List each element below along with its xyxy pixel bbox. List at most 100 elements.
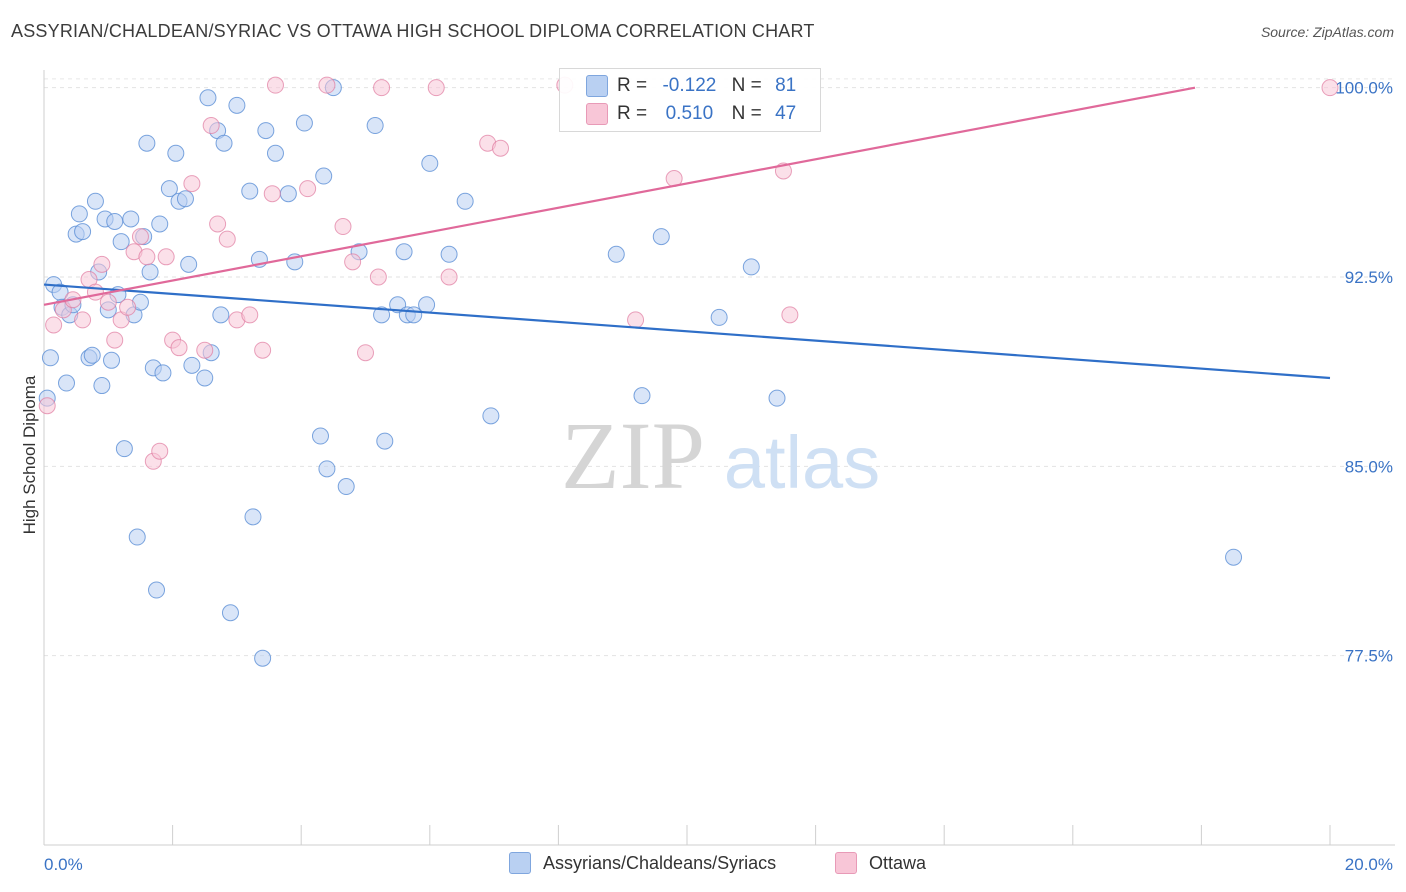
assyrians-point xyxy=(160,180,178,198)
bottom-swatch-blue xyxy=(509,852,531,874)
legend-swatch-blue xyxy=(586,75,608,97)
ottawa-point xyxy=(45,316,63,334)
legend-row-assyrians: R = -0.122 N = 81 xyxy=(560,73,820,99)
bottom-legend-assyrians: Assyrians/Chaldeans/Syriacs xyxy=(509,852,776,874)
assyrians-point xyxy=(405,306,423,324)
legend-r-value: -0.122 xyxy=(662,75,717,96)
watermark-zip: ZIP xyxy=(561,402,705,509)
assyrians-point xyxy=(279,185,297,203)
assyrians-point xyxy=(295,114,313,132)
ottawa-point xyxy=(106,331,124,349)
ottawa-point xyxy=(86,283,104,301)
y-tick-label: 77.5% xyxy=(1345,647,1393,666)
ottawa-point xyxy=(151,442,169,460)
ottawa-trend-line xyxy=(43,86,1196,306)
assyrians-point xyxy=(241,182,259,200)
assyrians-point xyxy=(440,245,458,263)
tick-labels: 77.5% 85.0% 92.5% 100.0% 0.0% 20.0% xyxy=(44,79,1393,874)
assyrians-point xyxy=(768,389,786,407)
x-tick-label: 0.0% xyxy=(44,855,83,874)
assyrians-point xyxy=(337,478,355,496)
assyrians-point xyxy=(366,117,384,135)
bottom-swatch-pink xyxy=(835,852,857,874)
assyrians-point xyxy=(257,122,275,140)
assyrians-point xyxy=(221,604,239,622)
ottawa-point xyxy=(131,228,149,246)
assyrians-point xyxy=(41,349,59,367)
assyrians-point xyxy=(115,440,133,458)
y-axis-label: High School Diploma xyxy=(20,375,39,534)
assyrians-point xyxy=(151,215,169,233)
ottawa-point xyxy=(334,218,352,236)
assyrians-point xyxy=(86,192,104,210)
assyrians-point xyxy=(376,432,394,450)
y-tick-label: 92.5% xyxy=(1345,268,1393,287)
assyrians-point xyxy=(1225,548,1243,566)
assyrians-point xyxy=(244,508,262,526)
ottawa-point xyxy=(202,117,220,135)
assyrians-point xyxy=(122,210,140,228)
ottawa-point xyxy=(183,175,201,193)
ottawa-point xyxy=(196,341,214,359)
assyrians-point xyxy=(418,296,436,314)
assyrians-point xyxy=(228,96,246,114)
assyrians-point xyxy=(315,167,333,185)
ottawa-point xyxy=(781,306,799,324)
assyrians-point xyxy=(710,308,728,326)
assyrians-point xyxy=(112,233,130,251)
assyrians-point xyxy=(103,351,121,369)
ottawa-point xyxy=(157,248,175,266)
assyrians-point xyxy=(154,364,172,382)
assyrians-point xyxy=(318,460,336,478)
assyrians-point xyxy=(373,306,391,324)
legend-text: R = 0.510 N = 47 xyxy=(617,103,796,125)
assyrians-point xyxy=(196,369,214,387)
bottom-legend-label: Ottawa xyxy=(869,852,927,873)
ottawa-point xyxy=(254,341,272,359)
ottawa-point xyxy=(263,185,281,203)
assyrians-point xyxy=(141,263,159,281)
assyrians-point xyxy=(254,649,272,667)
assyrians-point xyxy=(633,387,651,405)
assyrians-point xyxy=(652,228,670,246)
assyrians-point xyxy=(83,346,101,364)
legend-n-label: N = xyxy=(731,103,762,124)
assyrians-point xyxy=(421,154,439,172)
ottawa-point xyxy=(1321,79,1339,97)
ottawa-point xyxy=(427,79,445,97)
watermark: ZIP atlas xyxy=(561,402,880,509)
legend-n-value: 81 xyxy=(775,75,797,96)
ottawa-point xyxy=(369,268,387,286)
assyrians-point xyxy=(167,144,185,162)
ottawa-point xyxy=(357,344,374,362)
assyrians-point xyxy=(482,407,500,425)
watermark-atlas: atlas xyxy=(724,421,880,504)
x-tick-label: 20.0% xyxy=(1345,855,1393,874)
ottawa-point xyxy=(38,397,56,415)
legend-row-ottawa: R = 0.510 N = 47 xyxy=(560,101,820,127)
ottawa-point xyxy=(138,248,156,266)
assyrians-point xyxy=(395,243,413,261)
assyrians-point xyxy=(58,374,76,392)
y-tick-label: 85.0% xyxy=(1345,457,1393,476)
assyrians-point xyxy=(138,134,156,152)
assyrians-point xyxy=(266,144,284,162)
assyrians-point xyxy=(180,255,198,273)
assyrians-point xyxy=(74,223,92,241)
legend-n-value: 47 xyxy=(775,103,797,124)
ottawa-point xyxy=(299,180,317,198)
assyrians-point xyxy=(128,528,146,546)
legend-text: R = -0.122 N = 81 xyxy=(617,75,796,97)
y-tick-label: 100.0% xyxy=(1335,79,1393,98)
ottawa-point xyxy=(373,79,391,97)
ottawa-point xyxy=(440,268,458,286)
assyrians-point xyxy=(106,212,124,230)
trend-lines xyxy=(43,86,1331,380)
series-assyrians-points xyxy=(38,79,1243,667)
legend-r-value: 0.510 xyxy=(665,103,714,124)
assyrians-point xyxy=(607,245,625,263)
assyrians-point xyxy=(148,581,166,599)
assyrians-trend-line xyxy=(43,283,1331,380)
legend-n-label: N = xyxy=(731,75,762,96)
